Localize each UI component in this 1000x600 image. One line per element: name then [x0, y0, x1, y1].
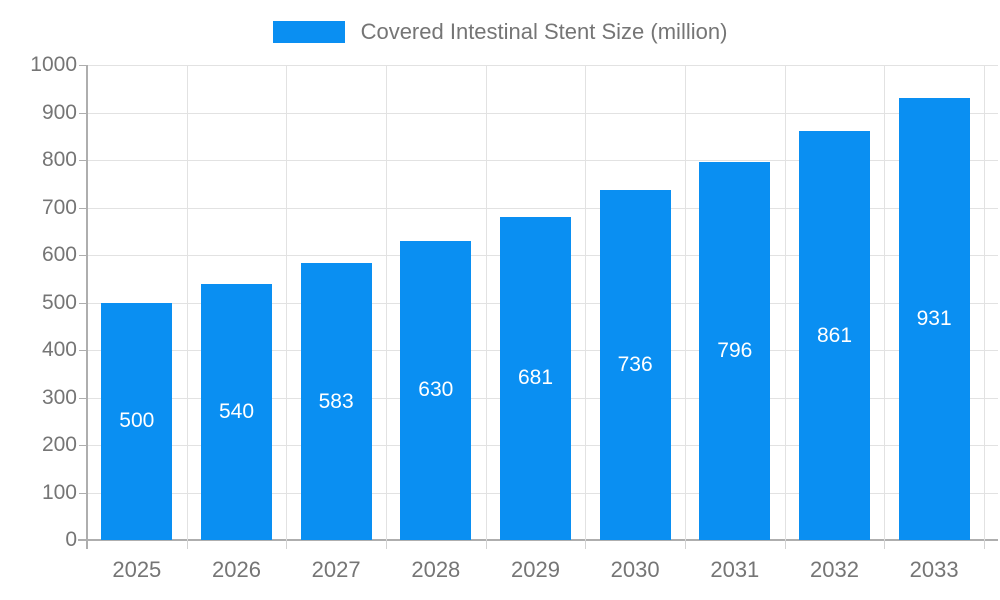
x-axis-label-2026: 2026 [212, 557, 261, 582]
x-axis-tick-9 [984, 540, 985, 549]
x-axis-tick-6 [685, 540, 686, 549]
y-axis-label-800: 800 [41, 148, 77, 171]
bar-value-label-2025: 500 [119, 409, 155, 433]
x-axis-label-2032: 2032 [810, 557, 859, 582]
x-axis-tick-5 [585, 540, 587, 549]
y-axis-tick-100 [79, 492, 87, 494]
bar-value-label-2031: 796 [717, 338, 753, 362]
bar-value-label-2029: 681 [517, 366, 554, 390]
y-axis-tick-700 [79, 207, 87, 209]
x-axis-line [78, 539, 998, 541]
gridline-v-6 [685, 65, 686, 549]
y-axis-label-900: 900 [41, 100, 77, 124]
bar-value-label-2027: 583 [318, 389, 354, 413]
gridline-v-8 [884, 65, 886, 549]
y-axis-label-1000: 1000 [30, 53, 77, 76]
x-axis-tick-8 [884, 540, 886, 549]
bar-2028[interactable]: 630 [400, 240, 472, 540]
y-axis-label-400: 400 [41, 338, 77, 361]
x-axis-label-2033: 2033 [909, 557, 959, 582]
x-axis-label-2027: 2027 [311, 557, 361, 582]
x-axis-label-2030: 2030 [610, 557, 660, 582]
bar-2025[interactable]: 500 [101, 302, 173, 540]
gridline-v-1 [186, 65, 188, 549]
bar-2026[interactable]: 540 [201, 283, 272, 540]
bar-2027[interactable]: 583 [300, 263, 372, 540]
y-axis-label-700: 700 [41, 195, 77, 219]
y-axis-label-100: 100 [41, 480, 77, 504]
bar-value-label-2032: 861 [816, 323, 853, 347]
bar-value-label-2030: 736 [617, 353, 653, 377]
y-axis-label-300: 300 [41, 385, 77, 409]
y-axis-tick-1000 [79, 65, 87, 66]
y-axis-label-0: 0 [65, 528, 77, 551]
x-axis-label-2028: 2028 [411, 557, 461, 582]
legend-item[interactable]: Covered Intestinal Stent Size (million) [272, 19, 728, 45]
gridline-h-1000 [87, 65, 998, 66]
y-axis-label-600: 600 [41, 243, 77, 266]
x-axis-label-2029: 2029 [511, 557, 560, 582]
gridline-v-7 [784, 65, 786, 549]
y-axis-tick-300 [79, 397, 87, 399]
x-axis-label-2031: 2031 [710, 557, 760, 582]
gridline-v-3 [386, 65, 387, 549]
x-axis-tick-7 [784, 540, 786, 549]
bar-2030[interactable]: 736 [599, 190, 671, 540]
bar-value-label-2033: 931 [916, 306, 952, 330]
y-axis-tick-900 [79, 112, 87, 114]
y-axis-label-500: 500 [41, 290, 77, 314]
x-axis-label-2025: 2025 [112, 557, 162, 582]
bar-2032[interactable]: 861 [799, 131, 870, 540]
x-axis-tick-2 [286, 540, 288, 549]
y-axis-tick-800 [79, 160, 87, 161]
gridline-v-9 [984, 65, 985, 549]
y-axis-tick-600 [79, 255, 87, 256]
gridline-h-900 [87, 112, 998, 114]
gridline-v-4 [485, 65, 487, 549]
legend: Covered Intestinal Stent Size (million) [0, 18, 1000, 46]
bar-2033[interactable]: 931 [898, 97, 970, 540]
y-axis-tick-500 [79, 302, 87, 304]
bar-2031[interactable]: 796 [699, 161, 771, 540]
bar-value-label-2028: 630 [418, 378, 454, 402]
y-axis-label-200: 200 [41, 433, 77, 456]
gridline-h-700 [87, 207, 998, 209]
legend-label: Covered Intestinal Stent Size (million) [360, 19, 728, 44]
y-axis-line [86, 65, 88, 549]
y-axis-tick-400 [79, 350, 87, 351]
x-axis-tick-4 [485, 540, 487, 549]
gridline-v-5 [585, 65, 587, 549]
bar-value-label-2026: 540 [218, 399, 255, 423]
x-axis-tick-3 [386, 540, 387, 549]
gridline-h-800 [87, 160, 998, 161]
y-axis-tick-200 [79, 445, 87, 446]
gridline-v-2 [286, 65, 288, 549]
legend-swatch-icon [272, 21, 345, 43]
bar-2029[interactable]: 681 [500, 216, 571, 540]
x-axis-tick-1 [186, 540, 188, 549]
